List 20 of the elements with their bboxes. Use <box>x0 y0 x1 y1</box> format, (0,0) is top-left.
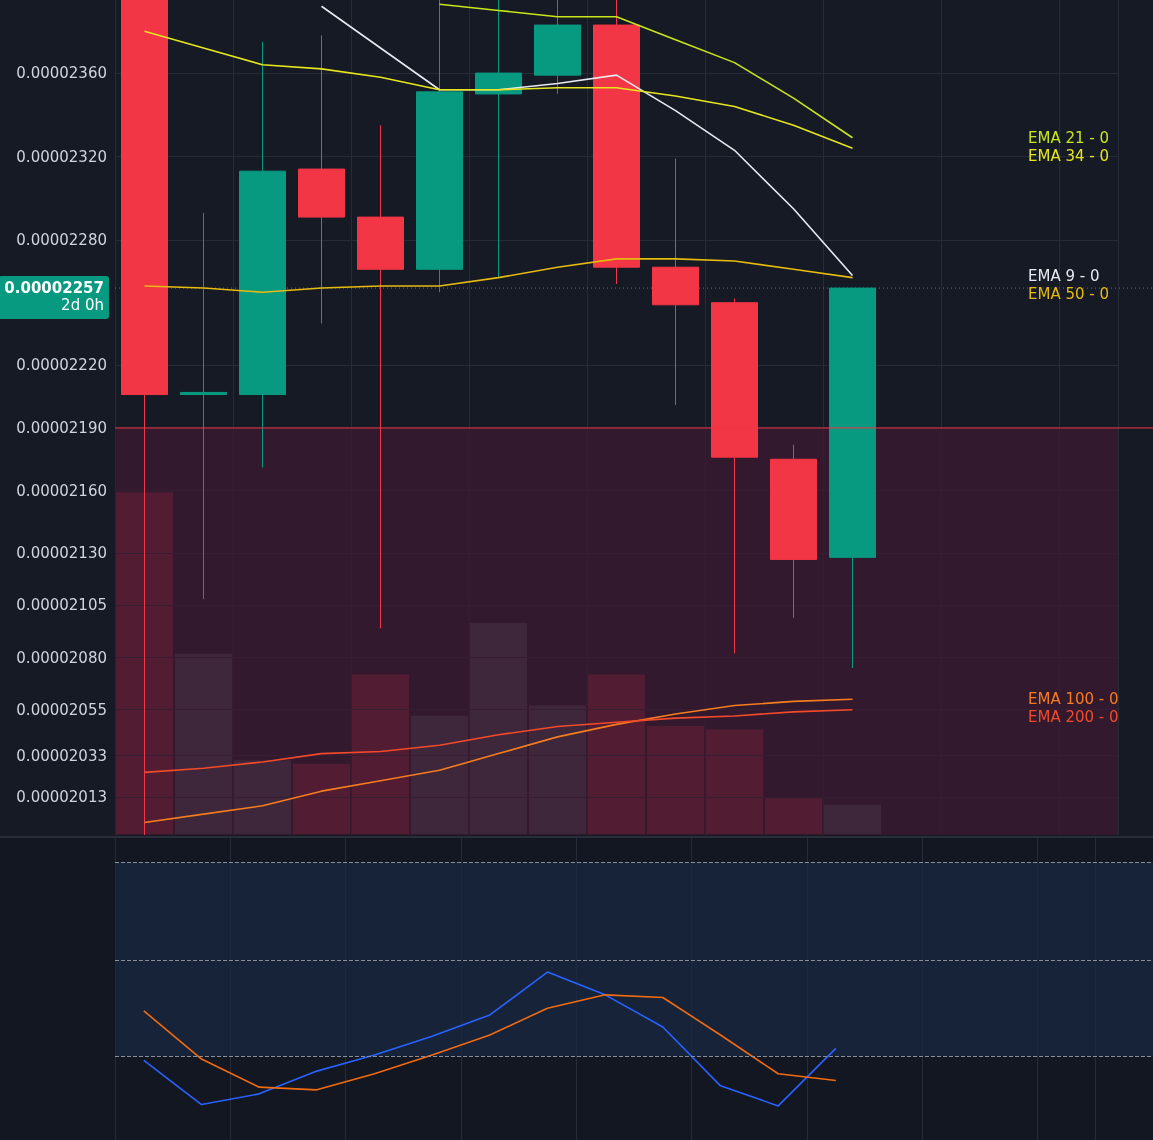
y-tick-label: 0.00002105 <box>16 596 107 615</box>
y-tick-label: 0.00002033 <box>16 746 107 765</box>
text: EMA 9 - 0 <box>1028 266 1100 285</box>
y-tick-label: 0.00002013 <box>16 788 107 807</box>
text: EMA 200 - 0 <box>1028 708 1119 727</box>
y-tick-label: 0.00002220 <box>16 356 107 375</box>
text: 2d 0h <box>61 295 104 314</box>
y-tick-label: 0.00002130 <box>16 544 107 563</box>
y-tick-label: 0.00002190 <box>16 418 107 437</box>
y-tick-label: 0.00002080 <box>16 648 107 667</box>
text: EMA 100 - 0 <box>1028 690 1119 709</box>
y-tick-label: 0.00002160 <box>16 481 107 500</box>
text: EMA 50 - 0 <box>1028 284 1110 303</box>
ref-line-label: 0.00002257 <box>4 278 104 297</box>
text: EMA 34 - 0 <box>1028 146 1110 165</box>
y-tick-label: 0.00002360 <box>16 64 107 83</box>
y-tick-label: 0.00002280 <box>16 231 107 250</box>
y-tick-label: 0.00002055 <box>16 700 107 719</box>
y-tick-label: 0.00002320 <box>16 147 107 166</box>
text: EMA 21 - 0 <box>1028 128 1110 147</box>
